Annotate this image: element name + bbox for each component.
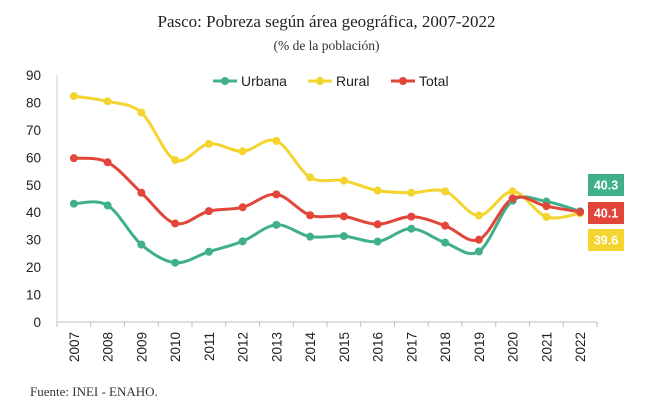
x-tick-label: 2013 [269,332,284,362]
data-point-rural [407,188,416,197]
data-point-rural [474,211,483,220]
end-value-labels: 40.3 40.1 39.6 [588,174,624,251]
data-point-total [171,219,180,228]
data-point-rural [171,156,180,165]
data-point-rural [306,173,315,182]
y-tick-label: 60 [26,150,41,165]
data-point-total [137,188,146,197]
legend-label-urbana: Urbana [241,73,287,89]
y-tick-label: 30 [26,233,41,248]
data-point-total [373,220,382,229]
chart-title: Pasco: Pobreza según área geográfica, 20… [157,12,496,31]
data-point-rural [272,136,281,145]
source-note: Fuente: INEI - ENAHO. [30,384,158,399]
data-point-urbana [238,237,247,246]
data-point-rural [69,92,78,101]
end-badge-urbana [588,174,624,196]
end-badge-rural [588,229,624,251]
x-tick-label: 2016 [371,332,386,362]
data-point-total [508,194,517,203]
y-tick-label: 90 [26,68,41,83]
data-point-total [272,190,281,199]
x-tick-label: 2018 [438,332,453,362]
data-point-rural [103,97,112,106]
series-line-rural [73,94,581,220]
x-tick-label: 2011 [202,332,217,361]
legend-marker-total [399,77,407,85]
x-tick-label: 2017 [404,332,419,362]
data-point-urbana [339,232,348,241]
legend-label-rural: Rural [336,73,369,89]
data-point-total [238,203,247,212]
data-point-urbana [407,224,416,233]
end-badge-total [588,202,624,224]
data-point-total [576,207,585,216]
series-line-total [73,156,581,243]
y-tick-label: 20 [26,260,41,275]
legend-marker-rural [316,77,324,85]
data-point-urbana [69,199,78,208]
legend: Urbana Rural Total [213,73,449,89]
x-tick-label: 2010 [168,332,183,362]
data-point-total [306,211,315,220]
data-point-rural [204,139,213,148]
data-point-total [339,212,348,221]
end-value-label-urbana: 40.3 [594,179,618,193]
end-value-label-total: 40.1 [594,207,618,221]
data-point-total [474,235,483,244]
legend-marker-urbana [221,77,229,85]
x-tick-label: 2014 [303,332,318,363]
data-point-urbana [103,201,112,210]
y-tick-label: 50 [26,178,41,193]
data-point-urbana [373,237,382,246]
x-tick-label: 2008 [101,332,116,362]
x-tick-label: 2012 [236,332,251,362]
data-point-urbana [441,238,450,247]
y-tick-label: 0 [33,315,41,330]
x-tick-label: 2022 [573,332,588,362]
chart-subtitle: (% de la población) [273,38,380,53]
data-point-rural [339,176,348,185]
data-point-urbana [474,247,483,256]
x-tick-label: 2007 [67,332,82,362]
series-lines [73,94,581,265]
y-tick-label: 10 [26,288,41,303]
legend-label-total: Total [419,73,449,89]
series-line-urbana [73,195,581,265]
data-point-total [69,154,78,163]
data-point-total [103,158,112,167]
data-point-total [542,202,551,211]
data-point-rural [238,147,247,156]
x-tick-label: 2009 [134,332,149,362]
x-tick-label: 2020 [506,332,521,362]
data-point-total [204,207,213,216]
data-point-rural [441,187,450,196]
y-tick-labels: 0 10 20 30 40 50 60 70 80 90 [26,68,41,330]
y-tick-label: 80 [26,95,41,110]
x-tick-labels: 2007 2008 2009 2010 2011 2012 2013 2014 2015 2016… [56,322,598,363]
data-point-rural [373,186,382,195]
y-tick-label: 40 [26,205,41,220]
data-point-rural [137,108,146,117]
data-point-total [441,221,450,230]
end-value-label-rural: 39.6 [594,234,618,248]
line-chart: 0 10 20 30 40 50 60 70 80 90 2007 2008 2009 2010 2011… [26,68,624,363]
data-point-total [407,212,416,221]
y-tick-label: 70 [26,123,41,138]
data-point-urbana [171,258,180,267]
x-tick-label: 2019 [472,332,487,362]
series-points [69,92,585,267]
data-point-urbana [306,232,315,241]
data-point-urbana [137,240,146,249]
data-point-rural [542,212,551,221]
x-tick-label: 2015 [337,332,352,362]
data-point-rural [508,187,517,196]
data-point-urbana [204,247,213,256]
x-tick-label: 2021 [539,332,554,362]
data-point-urbana [272,220,281,229]
